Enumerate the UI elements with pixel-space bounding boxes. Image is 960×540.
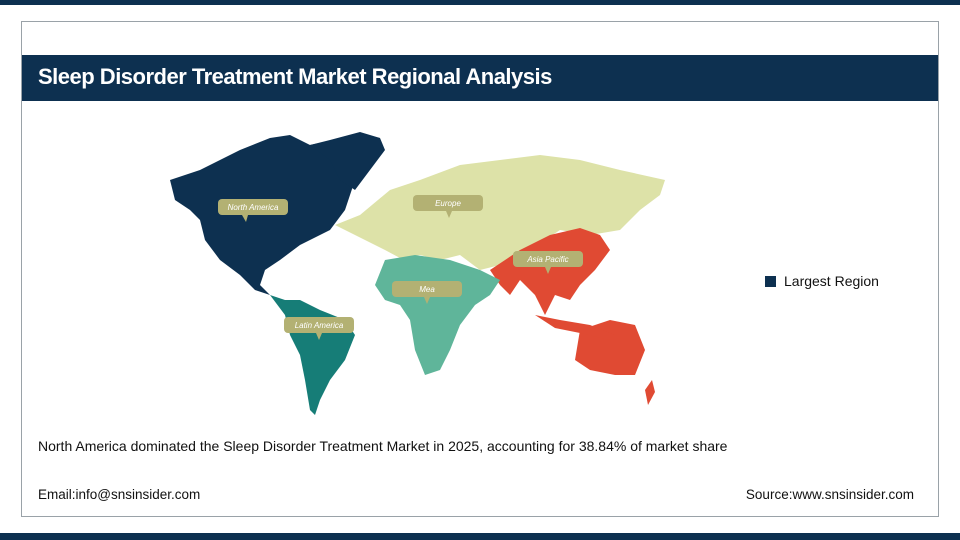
label-north-america: North America xyxy=(218,199,288,222)
region-latin-america xyxy=(270,295,355,415)
bottom-bar xyxy=(0,533,960,540)
label-europe: Europe xyxy=(413,195,483,218)
svg-text:Mea: Mea xyxy=(419,285,435,294)
email-text: Email:info@snsinsider.com xyxy=(38,487,201,502)
summary-text: North America dominated the Sleep Disord… xyxy=(38,438,728,454)
page-title: Sleep Disorder Treatment Market Regional… xyxy=(38,64,552,89)
svg-text:Europe: Europe xyxy=(435,199,461,208)
legend: Largest Region xyxy=(765,273,879,289)
region-mea xyxy=(375,255,500,375)
region-new-zealand xyxy=(645,380,655,405)
greenland xyxy=(310,135,385,190)
region-asia-pacific xyxy=(490,228,610,315)
world-map: North America Europe Asia Pacific Mea La… xyxy=(170,132,665,415)
region-europe xyxy=(335,155,665,270)
legend-label: Largest Region xyxy=(784,273,879,289)
svg-text:North America: North America xyxy=(228,203,279,212)
label-mea: Mea xyxy=(392,281,462,304)
svg-text:Latin America: Latin America xyxy=(295,321,344,330)
legend-swatch xyxy=(765,275,776,287)
region-indonesia xyxy=(535,315,615,340)
label-latin-america: Latin America xyxy=(284,317,354,340)
label-asia-pacific: Asia Pacific xyxy=(513,251,583,274)
card-frame xyxy=(21,21,939,517)
source-text: Source:www.snsinsider.com xyxy=(745,487,914,502)
title-band xyxy=(22,55,938,101)
svg-text:Asia Pacific: Asia Pacific xyxy=(526,255,568,264)
top-bar xyxy=(0,0,960,5)
